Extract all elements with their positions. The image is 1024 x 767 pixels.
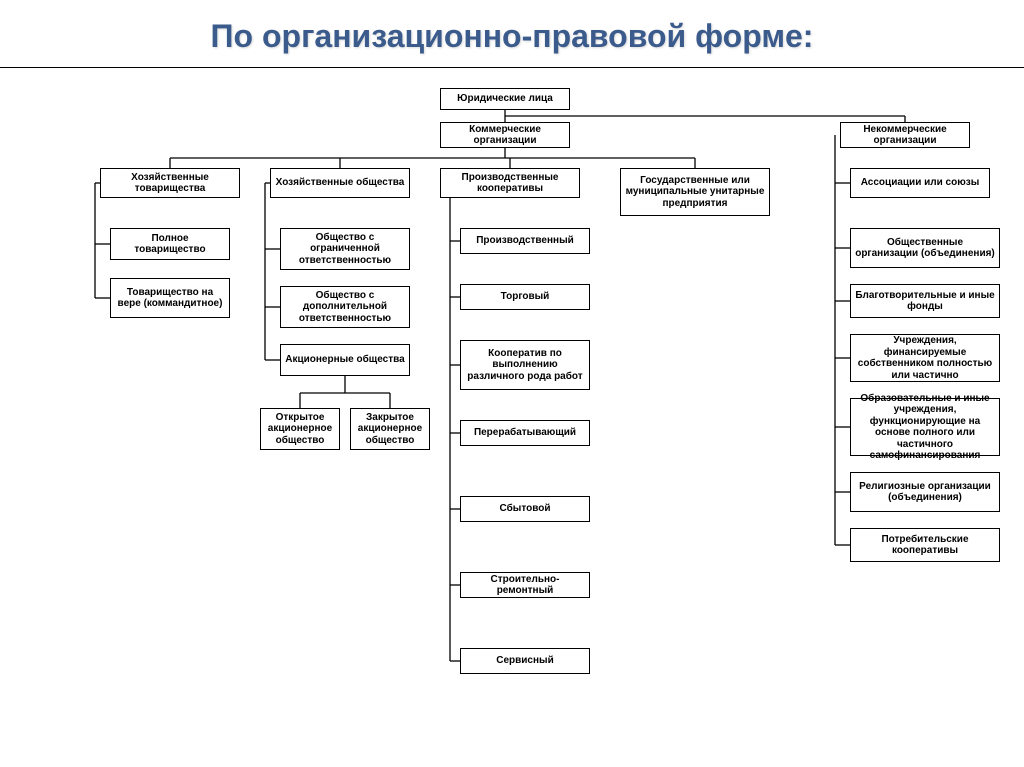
node-coop-construction: Строительно-ремонтный — [460, 572, 590, 598]
node-limited-partnership: Товарищество на вере (коммандитное) — [110, 278, 230, 318]
node-coop-processing: Перерабатывающий — [460, 420, 590, 446]
page-title: По организационно-правовой форме: — [0, 0, 1024, 67]
node-public-orgs: Общественные организации (объединения) — [850, 228, 1000, 268]
node-associations: Ассоциации или союзы — [850, 168, 990, 198]
node-open-jsc: Открытое акционерное общество — [260, 408, 340, 450]
node-coop-trade: Торговый — [460, 284, 590, 310]
node-closed-jsc: Закрытое акционерное общество — [350, 408, 430, 450]
node-coops: Производственные кооперативы — [440, 168, 580, 198]
node-coop-sales: Сбытовой — [460, 496, 590, 522]
node-coop-service: Сервисный — [460, 648, 590, 674]
node-companies: Хозяйственные общества — [270, 168, 410, 198]
node-coop-production: Производственный — [460, 228, 590, 254]
node-charity-funds: Благотворительные и иные фонды — [850, 284, 1000, 318]
node-self-financed: Образовательные и иные учреждения, функц… — [850, 398, 1000, 456]
node-partnerships: Хозяйственные товарищества — [100, 168, 240, 198]
node-commercial: Коммерческие организации — [440, 122, 570, 148]
node-noncommercial: Некоммерческие организации — [840, 122, 970, 148]
node-root: Юридические лица — [440, 88, 570, 110]
node-jsc: Акционерные общества — [280, 344, 410, 376]
node-consumer-coops: Потребительские кооперативы — [850, 528, 1000, 562]
node-unitary: Государственные или муниципальные унитар… — [620, 168, 770, 216]
node-full-partnership: Полное товарищество — [110, 228, 230, 260]
node-llc: Общество с ограниченной ответственностью — [280, 228, 410, 270]
diagram-canvas: Юридические лица Коммерческие организаци… — [0, 67, 1024, 767]
node-coop-works: Кооператив по выполнению различного рода… — [460, 340, 590, 390]
node-owner-financed: Учреждения, финансируемые собственником … — [850, 334, 1000, 382]
node-religious: Религиозные организации (объединения) — [850, 472, 1000, 512]
node-alc: Общество с дополнительной ответственност… — [280, 286, 410, 328]
